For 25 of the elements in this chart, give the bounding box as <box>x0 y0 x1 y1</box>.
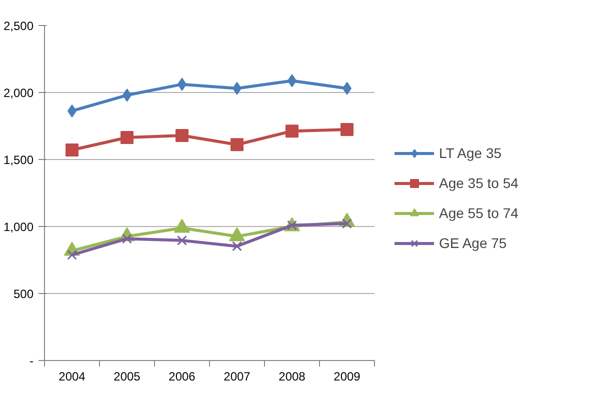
point <box>230 138 244 152</box>
y-tick-label: 500 <box>13 287 34 301</box>
y-tick-label: - <box>30 354 34 368</box>
point <box>340 122 354 136</box>
point <box>177 235 187 246</box>
x-tick-label: 2008 <box>278 370 306 384</box>
y-tick-label: 2,500 <box>3 19 34 33</box>
x-tick-label: 2004 <box>58 370 86 384</box>
legend-label: Age 35 to 54 <box>439 174 518 190</box>
y-tick-label: 1,500 <box>3 153 34 167</box>
x-tick-label: 2009 <box>334 370 361 384</box>
y-tick-label: 1,000 <box>3 220 34 234</box>
point <box>232 241 242 252</box>
y-tick-label: 2,000 <box>3 86 34 100</box>
point <box>176 129 188 142</box>
x-tick-label: 2007 <box>224 370 251 384</box>
legend-label: GE Age 75 <box>439 234 507 250</box>
x-tick-label: 2005 <box>114 370 141 384</box>
point <box>67 250 77 260</box>
point <box>120 131 134 144</box>
legend-label: LT Age 35 <box>439 144 502 160</box>
point <box>66 143 78 156</box>
point <box>286 124 298 138</box>
x-tick-label: 2006 <box>168 370 196 384</box>
legend-label: Age 55 to 74 <box>439 204 518 220</box>
